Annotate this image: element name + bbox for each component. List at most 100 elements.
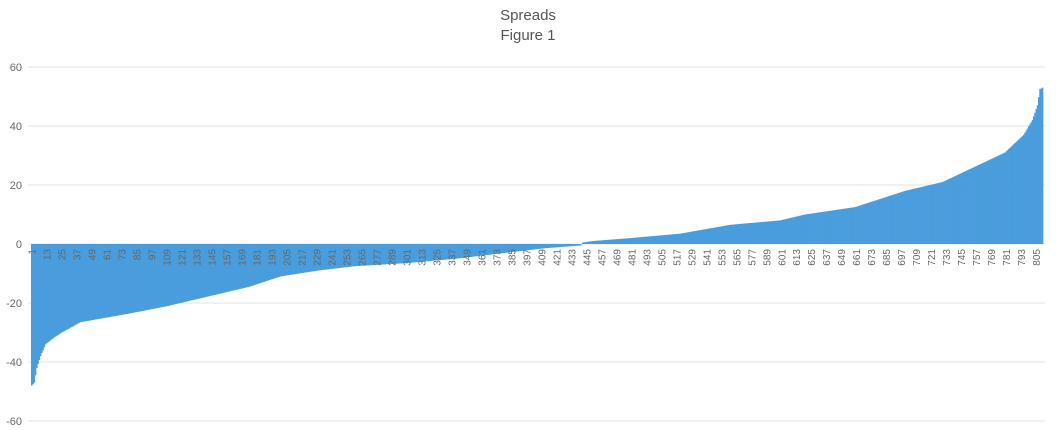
x-tick-label: 433 — [567, 249, 578, 266]
bar — [869, 202, 871, 244]
bar — [213, 244, 216, 296]
bar — [510, 244, 513, 253]
bar — [232, 244, 234, 291]
bar — [648, 236, 650, 244]
bar — [309, 244, 312, 272]
bar — [775, 220, 778, 244]
bar — [49, 244, 52, 341]
bar — [723, 225, 725, 244]
bar — [1018, 139, 1020, 244]
bar — [182, 244, 184, 303]
bar — [699, 230, 702, 244]
bar — [991, 158, 994, 244]
bar — [480, 244, 483, 256]
bar — [222, 244, 224, 293]
bar — [665, 234, 668, 244]
bar — [848, 208, 850, 244]
bar — [1004, 152, 1006, 244]
x-tick-label: 805 — [1032, 249, 1043, 266]
bar — [790, 217, 793, 244]
bar — [695, 230, 698, 244]
bar — [355, 244, 358, 267]
x-tick-label: 637 — [822, 249, 833, 266]
bar — [175, 244, 178, 304]
bar — [395, 244, 398, 264]
bar — [945, 180, 948, 244]
x-tick-label: 133 — [193, 249, 204, 266]
bar — [204, 244, 207, 298]
bar — [264, 244, 267, 282]
bar — [613, 239, 615, 244]
bar — [970, 168, 973, 244]
bar — [257, 244, 259, 284]
bar — [219, 244, 222, 294]
bar — [59, 244, 62, 334]
x-tick-label: 361 — [477, 249, 488, 266]
bar — [760, 222, 763, 244]
bar — [100, 244, 103, 319]
bar — [706, 228, 709, 244]
bar — [914, 188, 916, 244]
bar — [586, 241, 589, 244]
bar — [621, 238, 624, 244]
bar — [728, 225, 730, 244]
bar — [614, 239, 617, 244]
x-tick-label: 625 — [807, 249, 818, 266]
bar — [494, 244, 497, 255]
bar — [60, 244, 63, 333]
bar — [949, 178, 951, 244]
bar — [946, 179, 949, 244]
bar — [408, 244, 410, 263]
bar — [393, 244, 395, 264]
x-tick-label: 145 — [208, 249, 219, 266]
bar — [500, 244, 503, 254]
bar — [449, 244, 452, 260]
bar — [980, 163, 983, 244]
bar — [919, 187, 921, 244]
bar — [215, 244, 218, 295]
bar — [925, 185, 928, 244]
bar — [207, 244, 209, 297]
bar — [630, 237, 633, 244]
bar — [921, 186, 924, 244]
bar — [591, 241, 594, 244]
bar — [152, 244, 154, 309]
bar — [766, 221, 769, 244]
x-tick-label: 781 — [1002, 249, 1013, 266]
bar — [88, 244, 91, 321]
bar — [105, 244, 108, 318]
bar — [443, 244, 445, 260]
bar — [397, 244, 399, 264]
bar — [267, 244, 269, 281]
bar — [318, 244, 320, 271]
bar — [600, 240, 603, 244]
bar — [791, 217, 794, 244]
bar — [836, 209, 839, 244]
bar — [79, 244, 82, 323]
bar — [584, 242, 587, 244]
bar — [700, 229, 703, 244]
bar — [323, 244, 325, 270]
bar — [631, 237, 634, 244]
bar — [644, 236, 647, 244]
bar — [558, 244, 560, 248]
bar — [618, 238, 620, 244]
bar — [776, 220, 779, 244]
bar — [258, 244, 260, 284]
bar — [935, 183, 938, 244]
bar — [688, 232, 690, 244]
bar — [292, 244, 294, 275]
bar — [242, 244, 244, 289]
bar — [64, 244, 67, 331]
bar — [550, 244, 553, 248]
bar — [330, 244, 333, 269]
bar — [243, 244, 245, 288]
bar — [300, 244, 303, 274]
bar — [774, 220, 776, 244]
bar — [930, 184, 933, 244]
bar — [715, 227, 718, 244]
bar — [345, 244, 348, 268]
bar — [107, 244, 109, 318]
bar — [73, 244, 76, 326]
bar — [125, 244, 128, 314]
